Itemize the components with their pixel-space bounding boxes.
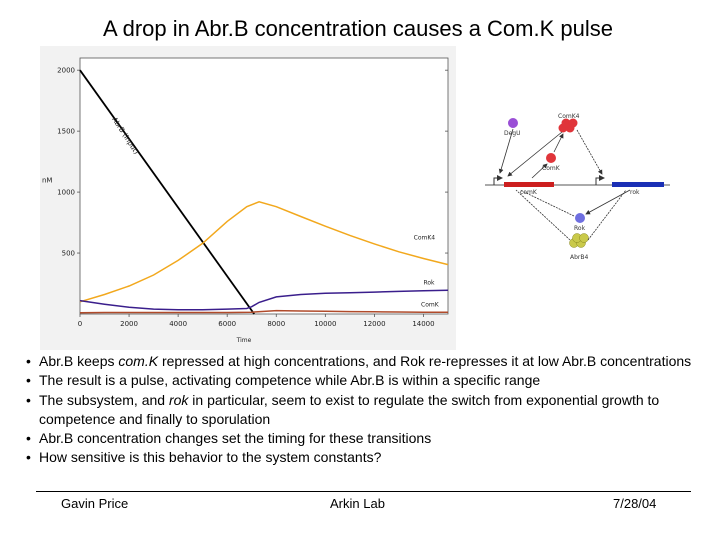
x-tick-label: 2000 xyxy=(120,320,138,328)
x-tick-label: 0 xyxy=(78,320,82,328)
comk-gene-bar xyxy=(504,182,554,187)
comk4-label: ComK4 xyxy=(558,113,580,120)
abrb-repression-line xyxy=(515,189,571,241)
comk4-tetramer-icon xyxy=(558,118,578,133)
rok-gene-label: rok xyxy=(630,189,640,196)
annotation-comk: ComK xyxy=(421,302,440,309)
x-tick-label: 4000 xyxy=(169,320,187,328)
footer-author: Gavin Price xyxy=(61,496,129,511)
slide-title: A drop in Abr.B concentration causes a C… xyxy=(103,16,613,41)
regulatory-network-diagram: comK rok DegU ComK4 ComK Rok AbrB4 xyxy=(480,108,680,268)
comk4-activation-arrow xyxy=(507,131,563,177)
y-axis-label: nM xyxy=(42,176,52,184)
x-tick-label: 10000 xyxy=(314,320,336,328)
comk-protein-icon xyxy=(546,153,556,163)
degu-label: DegU xyxy=(504,130,521,137)
bullet-list: Abr.B keeps com.K repressed at high conc… xyxy=(24,352,704,468)
abrb4-tetramer-icon xyxy=(569,233,589,248)
annotation-rok: Rok xyxy=(423,280,435,287)
annotation-comk4: ComK4 xyxy=(414,235,436,242)
comk-promoter-icon xyxy=(493,175,503,185)
comk4-rok-arrow xyxy=(576,129,603,175)
plot-area xyxy=(79,57,449,315)
series-line-abrb-input- xyxy=(79,69,255,315)
series-line-comk xyxy=(79,309,449,314)
rok-label: Rok xyxy=(574,225,586,232)
x-axis-label: Time xyxy=(236,337,252,344)
degu-protein-icon xyxy=(508,118,518,128)
chart-svg: 0 2000 4000 6000 8000 10000 12000 14000 500 1000 1… xyxy=(42,57,449,344)
bullet-item: The subsystem, and rok in particular, se… xyxy=(24,391,704,430)
comk-tetramerization-arrow xyxy=(553,133,564,153)
footer-date: 7/28/04 xyxy=(613,496,657,511)
y-tick-label: 1000 xyxy=(57,189,75,197)
degu-activation-arrow xyxy=(498,128,514,174)
footer-divider xyxy=(36,491,691,492)
abrb4-label: AbrB4 xyxy=(570,254,588,261)
simulation-chart: 0 2000 4000 6000 8000 10000 12000 14000 500 1000 1… xyxy=(40,46,456,350)
comk-gene-label: comK xyxy=(520,189,538,196)
x-tick-label: 12000 xyxy=(363,320,385,328)
x-tick-label: 6000 xyxy=(218,320,236,328)
y-tick-label: 2000 xyxy=(57,67,75,75)
bullet-item: How sensitive is this behavior to the sy… xyxy=(24,448,704,468)
bullet-item: Abr.B keeps com.K repressed at high conc… xyxy=(24,352,704,372)
y-tick-label: 1500 xyxy=(57,128,75,136)
x-tick-label: 8000 xyxy=(267,320,285,328)
x-tick-label: 14000 xyxy=(412,320,434,328)
bullet-item: Abr.B concentration changes set the timi… xyxy=(24,429,704,449)
footer-lab: Arkin Lab xyxy=(330,496,385,511)
abrb-rok-repression-line xyxy=(587,189,627,241)
comk-label: ComK xyxy=(542,165,561,172)
rok-gene-bar xyxy=(612,182,664,187)
y-tick-label: 500 xyxy=(62,250,75,258)
rok-protein-icon xyxy=(575,213,585,223)
rok-repression-line xyxy=(519,189,575,217)
series-line-comk4 xyxy=(79,201,449,303)
series-line-rok xyxy=(79,289,449,311)
comk-translation-arrow xyxy=(531,163,548,179)
rok-promoter-icon xyxy=(595,175,605,185)
bullet-item: The result is a pulse, activating compet… xyxy=(24,371,704,391)
